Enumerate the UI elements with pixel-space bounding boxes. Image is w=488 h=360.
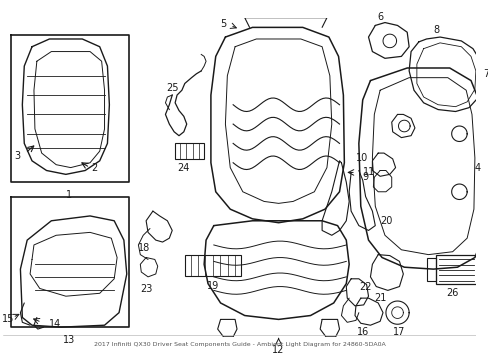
Text: 10: 10	[356, 153, 368, 163]
Text: 22: 22	[358, 282, 370, 292]
Text: 11: 11	[362, 167, 374, 177]
Text: 16: 16	[356, 327, 368, 337]
Text: 5: 5	[220, 19, 226, 30]
Text: 25: 25	[165, 83, 178, 93]
Text: 8: 8	[432, 25, 438, 35]
Text: 23: 23	[140, 284, 152, 294]
Text: 7: 7	[483, 69, 488, 79]
Text: 9: 9	[362, 172, 368, 182]
Text: 4: 4	[474, 163, 480, 172]
Text: 20: 20	[379, 216, 392, 226]
Bar	[184, 255, 241, 276]
Text: 2017 Infiniti QX30 Driver Seat Components Guide - Ambient Light Diagram for 2486: 2017 Infiniti QX30 Driver Seat Component…	[93, 342, 385, 347]
Text: 18: 18	[138, 243, 150, 253]
Text: 2: 2	[91, 163, 97, 172]
Text: 14: 14	[49, 319, 61, 329]
Text: 3: 3	[15, 151, 20, 161]
Text: 12: 12	[272, 345, 284, 355]
Text: 13: 13	[62, 335, 75, 345]
Text: 19: 19	[206, 281, 219, 291]
Text: 26: 26	[446, 288, 458, 298]
Text: 15: 15	[1, 314, 14, 324]
Bar	[426, 257, 435, 281]
Text: 24: 24	[177, 163, 189, 173]
Text: 21: 21	[373, 293, 386, 303]
Text: 1: 1	[65, 190, 72, 200]
Bar	[435, 255, 476, 284]
Text: 17: 17	[392, 327, 405, 337]
Bar	[175, 143, 203, 159]
Text: 6: 6	[376, 12, 383, 22]
